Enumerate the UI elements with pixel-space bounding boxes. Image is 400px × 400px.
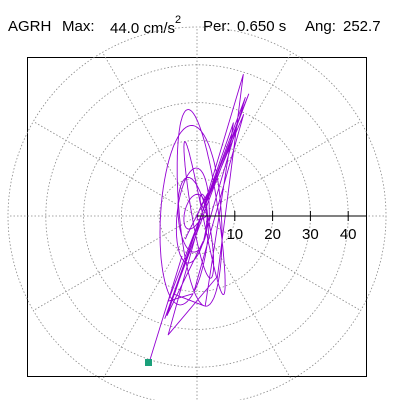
- grid-spoke-330: [196, 215, 361, 311]
- grid-spoke-30: [196, 121, 361, 217]
- grid-spoke-120: [102, 52, 198, 217]
- end-marker: [145, 359, 152, 366]
- ang-value: 252.7: [343, 18, 381, 35]
- trace-tail: [148, 255, 183, 364]
- max-value: 44.0 cm/s2: [110, 14, 181, 37]
- per-value: 0.650 s: [237, 18, 287, 35]
- grid-spoke-240: [102, 215, 198, 380]
- motion-trace: [148, 74, 250, 364]
- grid-spoke-210: [33, 215, 198, 311]
- max-exponent: 2: [175, 14, 182, 26]
- station-code: AGRH: [8, 18, 52, 35]
- grid-ring-50: [7, 26, 387, 400]
- max-value-text: 44.0 cm/s: [110, 20, 176, 37]
- radial-axis: 10 20 30 40: [197, 211, 367, 243]
- per-label: Per:: [203, 18, 231, 35]
- grid-spoke-150: [33, 121, 198, 217]
- ang-label: Ang:: [305, 18, 336, 35]
- radial-tick-label-20: 20: [264, 226, 281, 243]
- trace-path: [159, 74, 250, 336]
- radial-tick-label-30: 30: [302, 226, 319, 243]
- polar-grid: [7, 26, 387, 400]
- end-point-marker: [145, 359, 152, 366]
- max-label: Max:: [62, 18, 95, 35]
- radial-tick-label-40: 40: [340, 226, 357, 243]
- chart-header: AGRH Max: 44.0 cm/s2 Per: 0.650 s Ang: 2…: [0, 14, 400, 40]
- radial-tick-label-10: 10: [226, 226, 243, 243]
